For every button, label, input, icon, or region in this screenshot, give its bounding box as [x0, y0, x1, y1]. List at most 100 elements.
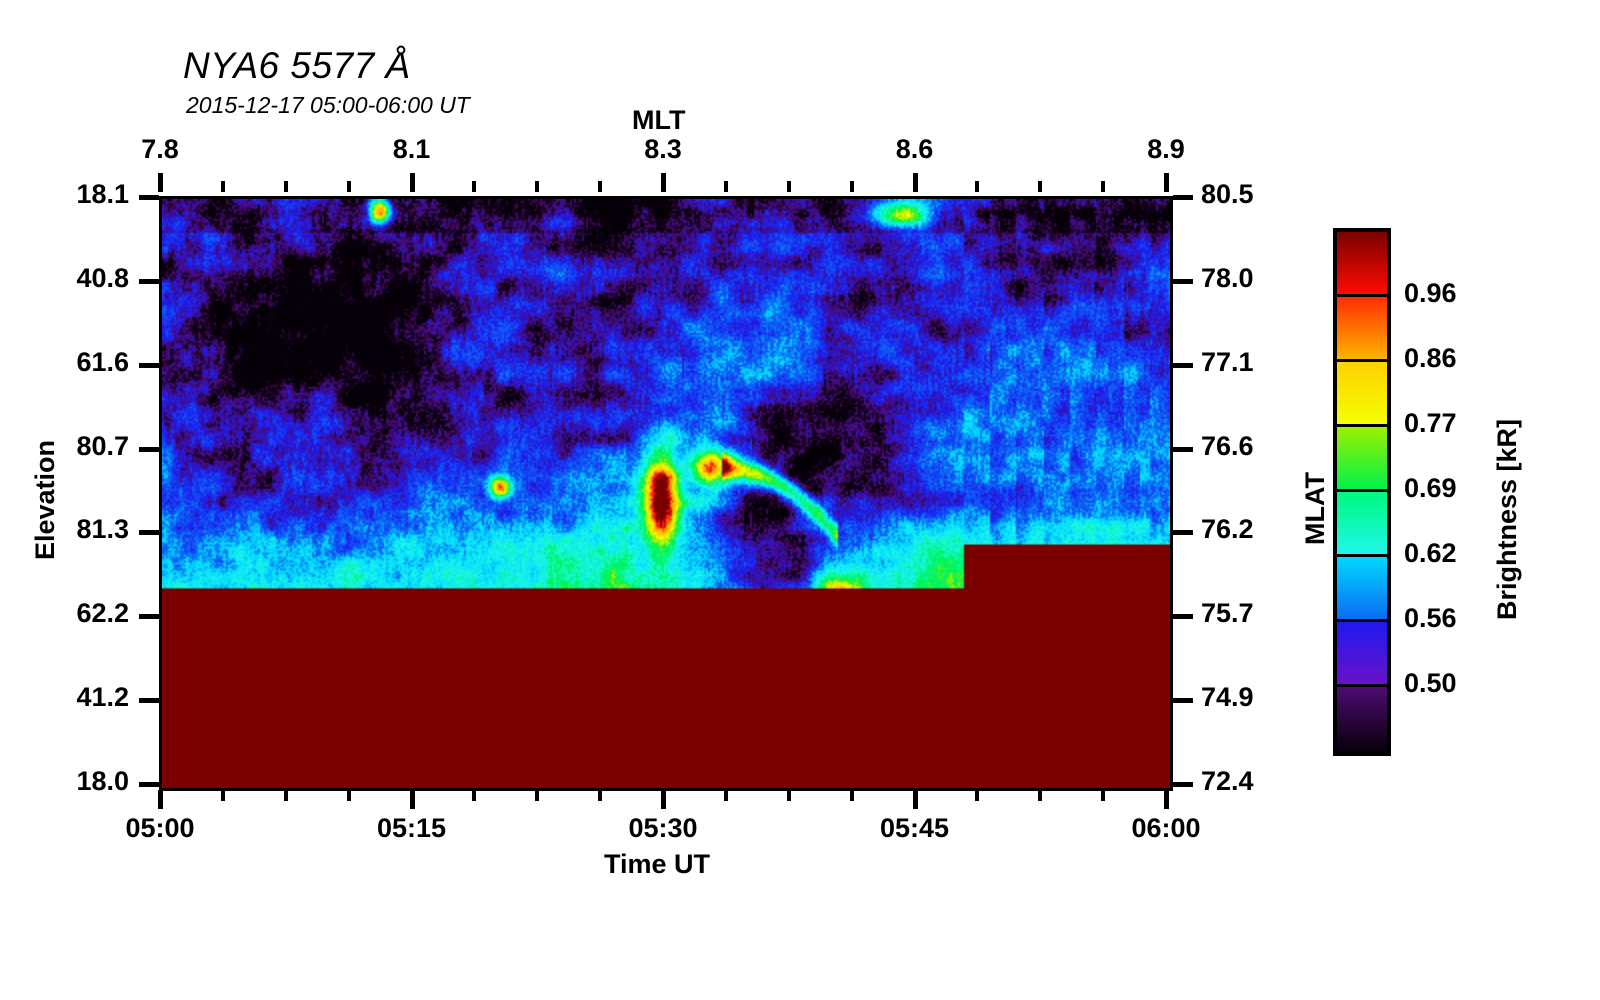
colorbar-segment [1337, 232, 1387, 297]
right-tick-label: 75.7 [1201, 598, 1254, 629]
top-minor-tick [598, 181, 603, 192]
left-tick [139, 698, 159, 704]
colorbar[interactable] [1333, 228, 1391, 756]
left-tick-label: 81.3 [76, 514, 129, 545]
page-subtitle: 2015-12-17 05:00-06:00 UT [186, 92, 470, 118]
top-minor-tick [472, 181, 477, 192]
colorbar-segment [1337, 557, 1387, 622]
right-tick [1173, 195, 1193, 200]
colorbar-segment [1337, 687, 1387, 752]
bottom-tick-label: 05:15 [376, 813, 447, 843]
right-tick [1173, 530, 1193, 536]
bottom-minor-tick [220, 790, 225, 801]
bottom-tick-label: 05:00 [125, 813, 195, 843]
bottom-tick-label: 06:00 [1131, 813, 1201, 843]
left-tick-label: 18.1 [76, 179, 129, 209]
colorbar-segment [1337, 427, 1387, 492]
left-tick-label: 61.6 [76, 346, 129, 377]
right-tick-label: 76.6 [1201, 430, 1254, 461]
left-tick [139, 195, 159, 200]
page-title: NYA6 5577 Å [183, 45, 411, 86]
right-tick-label: 80.5 [1201, 179, 1254, 209]
bottom-minor-tick [786, 790, 791, 801]
bottom-minor-tick [849, 790, 854, 801]
left-tick [139, 782, 159, 787]
right-tick [1173, 446, 1193, 452]
left-tick-label: 62.2 [76, 598, 129, 629]
right-tick [1173, 362, 1193, 368]
bottom-minor-tick [1101, 790, 1106, 801]
top-minor-tick [220, 181, 225, 192]
left-axis-title: Elevation [30, 439, 60, 560]
left-tick-label: 40.8 [76, 262, 129, 293]
right-tick-label: 78.0 [1201, 262, 1254, 293]
right-tick-label: 76.2 [1201, 514, 1254, 545]
colorbar-tick-label: 0.62 [1404, 538, 1457, 568]
colorbar-title: Brightness [kR] [1492, 418, 1522, 620]
top-minor-tick [346, 181, 351, 192]
left-tick [139, 446, 159, 452]
bottom-minor-tick [283, 790, 288, 801]
right-tick [1173, 614, 1193, 620]
right-tick-label: 72.4 [1201, 766, 1254, 796]
top-minor-tick [535, 181, 540, 192]
bottom-tick [409, 790, 415, 809]
top-tick-label: 7.8 [141, 134, 179, 164]
keogram-image [162, 199, 1170, 788]
left-tick [139, 530, 159, 536]
top-minor-tick [1038, 181, 1043, 192]
left-tick [139, 278, 159, 284]
bottom-minor-tick [346, 790, 351, 801]
left-tick-label: 80.7 [76, 430, 129, 461]
bottom-axis-title: Time UT [604, 849, 711, 879]
colorbar-tick-label: 0.56 [1404, 603, 1457, 633]
top-tick [158, 173, 163, 192]
right-tick [1173, 782, 1193, 787]
right-tick-label: 77.1 [1201, 346, 1254, 377]
colorbar-tick-label: 0.50 [1404, 668, 1457, 698]
top-tick-label: 8.3 [644, 134, 682, 164]
bottom-minor-tick [975, 790, 980, 801]
top-minor-tick [975, 181, 980, 192]
bottom-minor-tick [535, 790, 540, 801]
right-axis-title: MLAT [1300, 472, 1330, 545]
colorbar-segment [1337, 622, 1387, 687]
colorbar-tick-label: 0.96 [1404, 278, 1457, 308]
top-minor-tick [849, 181, 854, 192]
colorbar-tick-label: 0.69 [1404, 473, 1457, 503]
top-minor-tick [1101, 181, 1106, 192]
colorbar-segment [1337, 492, 1387, 557]
top-tick [912, 173, 918, 192]
top-axis-title: MLT [632, 105, 686, 135]
colorbar-segment [1337, 297, 1387, 362]
keogram-plot[interactable] [159, 196, 1173, 791]
right-tick [1173, 278, 1193, 284]
bottom-tick [1164, 790, 1169, 809]
top-tick [1164, 173, 1169, 192]
left-tick [139, 614, 159, 620]
bottom-tick [661, 790, 666, 809]
left-tick-label: 41.2 [76, 682, 129, 713]
left-tick-label: 18.0 [76, 766, 129, 796]
colorbar-tick-label: 0.86 [1404, 343, 1457, 373]
bottom-tick-label: 05:45 [879, 813, 950, 843]
right-tick-label: 74.9 [1201, 682, 1254, 713]
bottom-tick [158, 790, 163, 809]
colorbar-segment [1337, 362, 1387, 427]
top-minor-tick [786, 181, 791, 192]
colorbar-tick-label: 0.77 [1404, 408, 1457, 438]
top-tick [661, 173, 666, 192]
top-tick [409, 173, 415, 192]
bottom-minor-tick [1038, 790, 1043, 801]
top-minor-tick [723, 181, 728, 192]
bottom-minor-tick [598, 790, 603, 801]
bottom-tick-label: 05:30 [628, 813, 698, 843]
right-tick [1173, 698, 1193, 704]
bottom-minor-tick [723, 790, 728, 801]
bottom-minor-tick [472, 790, 477, 801]
top-tick-label: 8.1 [392, 134, 431, 164]
top-tick-label: 8.6 [895, 134, 934, 164]
top-minor-tick [283, 181, 288, 192]
bottom-tick [912, 790, 918, 809]
left-tick [139, 362, 159, 368]
